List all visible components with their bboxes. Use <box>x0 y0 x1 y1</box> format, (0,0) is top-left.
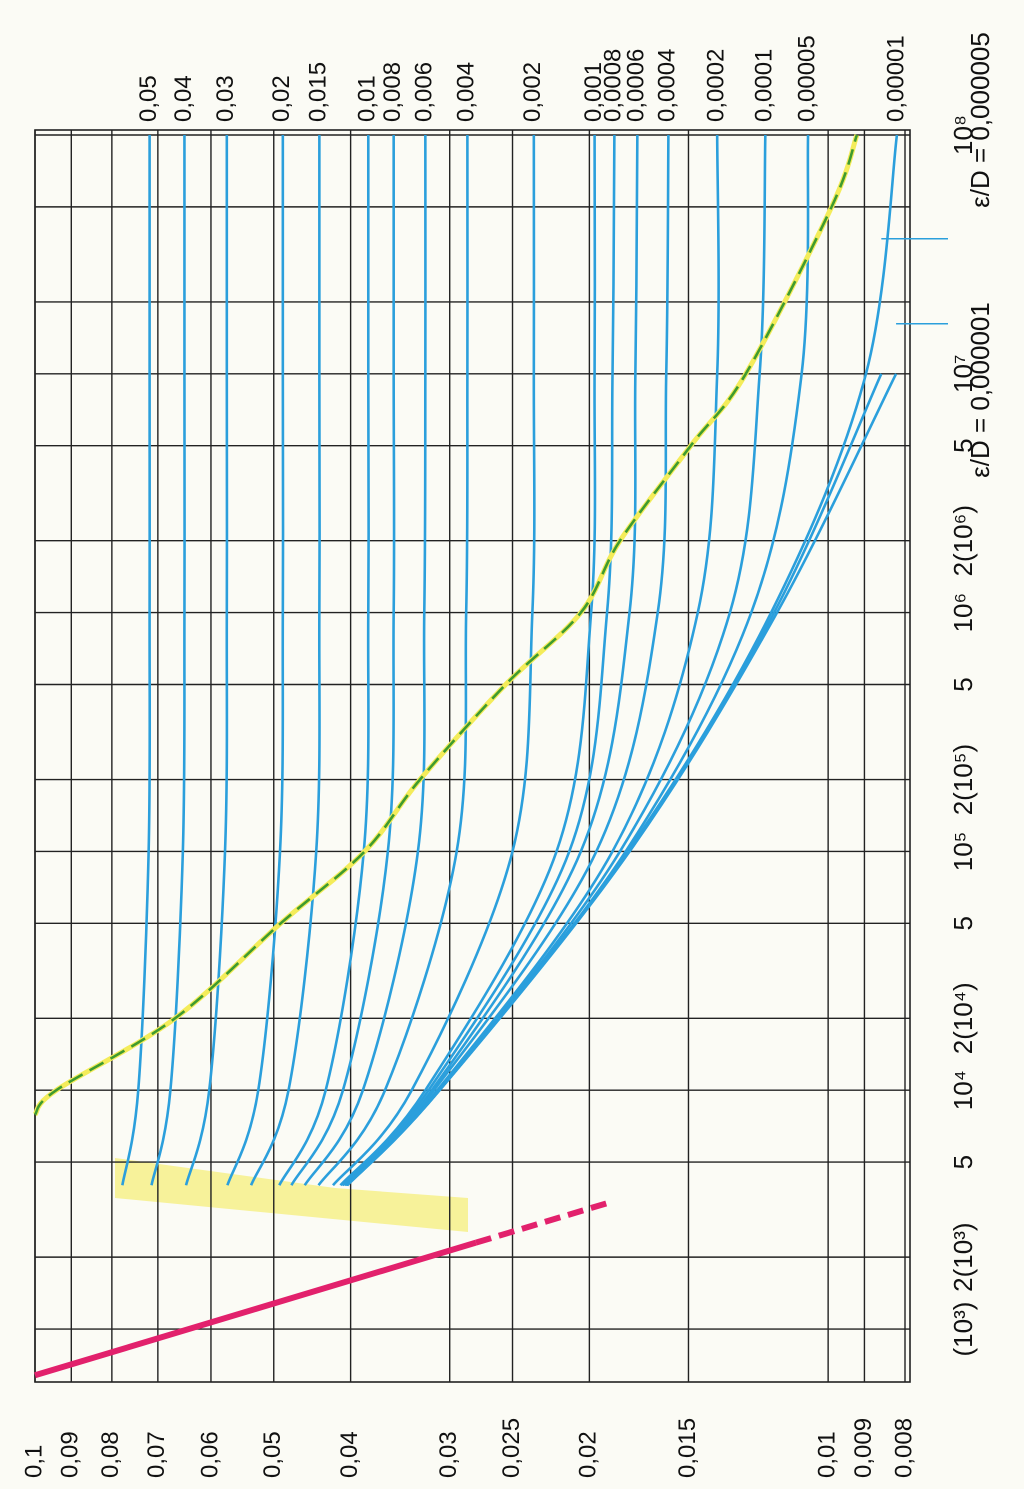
roughness-curve <box>317 134 469 1187</box>
curve-label: 0,0002 <box>703 49 730 122</box>
y-tick-label: 0,008 <box>890 1418 917 1478</box>
roughness-curve <box>290 135 396 1186</box>
curve-label: 0,004 <box>453 62 480 122</box>
curve-label: 0,04 <box>170 75 197 122</box>
x-tick-label: 10⁷ <box>948 355 978 393</box>
roughness-curve <box>331 134 536 1187</box>
y-tick-label: 0,009 <box>850 1418 877 1478</box>
curve-label: 0,0006 <box>623 49 650 122</box>
curves <box>32 134 948 1379</box>
curve-label: 0,001 <box>580 62 607 122</box>
curve-label: ε/D = 0,000001 <box>965 302 995 478</box>
x-tick-label: 5 <box>948 438 978 452</box>
roughness-curve <box>346 134 899 1187</box>
roughness-curve <box>339 134 597 1187</box>
y-tick-label: 0,08 <box>97 1431 124 1478</box>
y-tick-label: 0,05 <box>259 1431 286 1478</box>
y-tick-label: 0,06 <box>196 1431 223 1478</box>
roughness-curve <box>342 134 639 1187</box>
roughness-curve <box>150 135 186 1186</box>
curve-label: 0,008 <box>379 62 406 122</box>
y-tick-label: 0,1 <box>20 1445 47 1478</box>
curve-label: 0,002 <box>519 62 546 122</box>
x-tick-label: 10⁵ <box>948 832 978 872</box>
turbulence-boundary <box>33 134 859 1116</box>
curve-label: 0,00001 <box>882 35 909 122</box>
transition-zone <box>115 1158 468 1232</box>
roughness-curve <box>121 135 152 1186</box>
x-tick-label: 5 <box>948 677 978 691</box>
x-tick-label: 5 <box>948 1155 978 1169</box>
y-tick-label: 0,02 <box>575 1431 602 1478</box>
x-tick-label: 10⁶ <box>948 593 978 633</box>
y-tick-label: 0,07 <box>143 1431 170 1478</box>
x-tick-label: 2(10⁵) <box>948 744 978 815</box>
roughness-curve <box>343 134 670 1187</box>
curve-label: 0,015 <box>305 62 332 122</box>
x-tick-label: (10³) <box>948 1302 978 1357</box>
grid <box>34 129 911 1383</box>
laminar-line <box>34 1239 477 1379</box>
roughness-curve <box>346 373 898 1187</box>
y-tick-label: 0,025 <box>498 1418 525 1478</box>
y-tick-label: 0,09 <box>57 1431 84 1478</box>
y-tick-label: 0,03 <box>435 1431 462 1478</box>
x-tick-label: 10⁴ <box>948 1070 978 1110</box>
curve-label: 0,02 <box>268 75 295 122</box>
roughness-curve <box>249 135 321 1186</box>
curve-label: 0,006 <box>411 62 438 122</box>
x-tick-label: 2(10³) <box>948 1222 978 1291</box>
y-tick-label: 0,04 <box>336 1431 363 1478</box>
roughness-curve <box>303 134 427 1186</box>
curve-label: 0,05 <box>135 75 162 122</box>
laminar-transition-line <box>475 1199 612 1246</box>
roughness-curve <box>341 134 616 1187</box>
curve-label: ε/D = 0,000005 <box>965 32 995 208</box>
roughness-curve <box>346 134 810 1187</box>
x-tick-label: 10⁸ <box>948 115 978 155</box>
curve-label: 0,0008 <box>600 49 627 122</box>
y-tick-label: 0,015 <box>674 1418 701 1478</box>
curve-label: 0,0004 <box>654 49 681 122</box>
curve-label: 0,00005 <box>793 35 820 122</box>
x-tick-label: 2(10⁶) <box>948 505 978 576</box>
curve-label: 0,03 <box>212 75 239 122</box>
curve-label: 0,0001 <box>751 49 778 122</box>
x-tick-label: 2(10⁴) <box>948 982 978 1054</box>
x-tick-label: 5 <box>948 916 978 930</box>
roughness-curve <box>226 135 285 1186</box>
roughness-curve <box>184 135 229 1186</box>
y-tick-label: 0,01 <box>813 1431 840 1478</box>
curve-label: 0,01 <box>354 75 381 122</box>
roughness-curve <box>278 135 370 1186</box>
labels: 0,1 0,09 0,08 0,07 0,06 0,05 0,04 0,03 0,025 0,02… <box>20 32 995 1478</box>
